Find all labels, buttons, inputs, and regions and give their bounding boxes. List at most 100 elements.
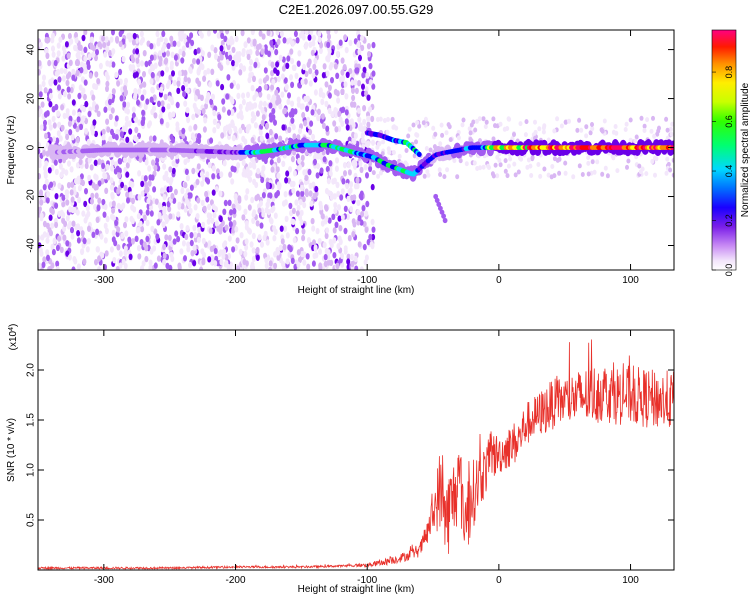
noise-dot xyxy=(110,165,114,172)
noise-dot xyxy=(162,174,167,181)
noise-dot xyxy=(108,98,112,106)
noise-dot xyxy=(211,93,215,101)
noise-dot xyxy=(164,217,169,224)
noise-dot xyxy=(335,181,340,189)
noise-dot xyxy=(320,98,325,106)
noise-dot xyxy=(669,131,674,137)
noise-dot xyxy=(44,132,48,140)
noise-dot xyxy=(111,229,116,237)
noise-dot xyxy=(497,157,502,163)
noise-dot xyxy=(261,211,266,218)
branch-point xyxy=(416,151,422,157)
noise-dot xyxy=(411,122,416,128)
noise-dot xyxy=(51,51,56,58)
noise-dot xyxy=(625,164,629,170)
noise-dot xyxy=(196,197,201,204)
noise-dot xyxy=(345,71,350,79)
noise-dot xyxy=(142,89,147,96)
noise-dot xyxy=(208,227,213,234)
noise-dot xyxy=(357,80,361,87)
noise-dot xyxy=(299,219,304,226)
noise-dot xyxy=(315,227,320,235)
noise-dot xyxy=(519,156,524,162)
noise-dot xyxy=(181,240,186,247)
noise-dot xyxy=(337,204,341,211)
noise-dot xyxy=(245,101,250,109)
noise-dot xyxy=(75,209,80,216)
noise-dot xyxy=(508,156,513,162)
noise-dot xyxy=(293,30,298,37)
snr-scale-label: (x104) xyxy=(8,324,20,351)
noise-dot xyxy=(128,36,133,43)
noise-dot xyxy=(38,205,42,213)
noise-dot xyxy=(150,225,155,233)
noise-dot xyxy=(590,126,595,132)
noise-dot xyxy=(62,225,67,232)
noise-dot xyxy=(274,89,279,96)
noise-dot xyxy=(300,78,305,86)
noise-dot xyxy=(130,217,135,225)
noise-dot xyxy=(530,156,535,162)
noise-dot xyxy=(270,136,275,144)
noise-dot xyxy=(223,125,227,133)
noise-dot xyxy=(334,126,339,133)
noise-dot xyxy=(128,253,133,260)
noise-dot xyxy=(191,167,196,175)
noise-dot xyxy=(149,78,154,85)
noise-dot xyxy=(288,166,292,173)
noise-dot xyxy=(204,176,209,183)
noise-dot xyxy=(229,82,234,89)
noise-dot xyxy=(189,32,194,39)
noise-dot xyxy=(70,233,75,240)
noise-dot xyxy=(139,30,144,38)
noise-dot xyxy=(268,128,273,136)
noise-dot xyxy=(650,159,655,164)
noise-dot xyxy=(164,234,169,241)
noise-dot xyxy=(671,172,674,178)
noise-dot xyxy=(110,213,114,220)
noise-dot xyxy=(218,190,223,197)
noise-dot xyxy=(327,92,332,99)
noise-dot xyxy=(202,75,207,82)
noise-dot xyxy=(65,73,70,80)
noise-dot xyxy=(103,173,108,180)
noise-dot xyxy=(477,116,482,122)
noise-dot xyxy=(345,213,350,220)
noise-dot xyxy=(634,134,639,140)
noise-dot xyxy=(584,124,589,130)
noise-dot xyxy=(201,108,206,115)
noise-dot xyxy=(181,50,186,58)
noise-dot xyxy=(341,178,346,185)
noise-dot xyxy=(49,181,54,188)
noise-dot xyxy=(346,161,351,169)
noise-dot xyxy=(186,199,190,207)
noise-dot xyxy=(361,83,365,90)
noise-dot xyxy=(243,41,248,48)
noise-dot xyxy=(250,30,255,35)
noise-dot xyxy=(185,41,190,48)
noise-dot xyxy=(140,36,145,43)
noise-dot xyxy=(94,183,99,191)
noise-dot xyxy=(54,168,59,176)
noise-dot xyxy=(113,120,118,127)
noise-dot xyxy=(124,77,128,85)
noise-dot xyxy=(138,220,143,227)
noise-dot xyxy=(110,191,115,199)
noise-dot xyxy=(291,218,296,226)
noise-dot xyxy=(331,213,336,220)
noise-dot xyxy=(95,246,100,253)
noise-dot xyxy=(175,101,180,109)
noise-dot xyxy=(359,219,364,226)
noise-dot xyxy=(170,192,175,200)
noise-dot xyxy=(282,243,287,251)
noise-dot xyxy=(316,162,320,170)
noise-dot xyxy=(58,135,63,142)
noise-dot xyxy=(168,185,173,193)
noise-dot xyxy=(54,202,59,209)
noise-dot xyxy=(45,37,50,44)
noise-dot xyxy=(524,119,529,125)
noise-dot xyxy=(245,166,250,173)
noise-dot xyxy=(108,113,113,121)
noise-dot xyxy=(269,116,274,123)
noise-dot xyxy=(231,134,236,142)
